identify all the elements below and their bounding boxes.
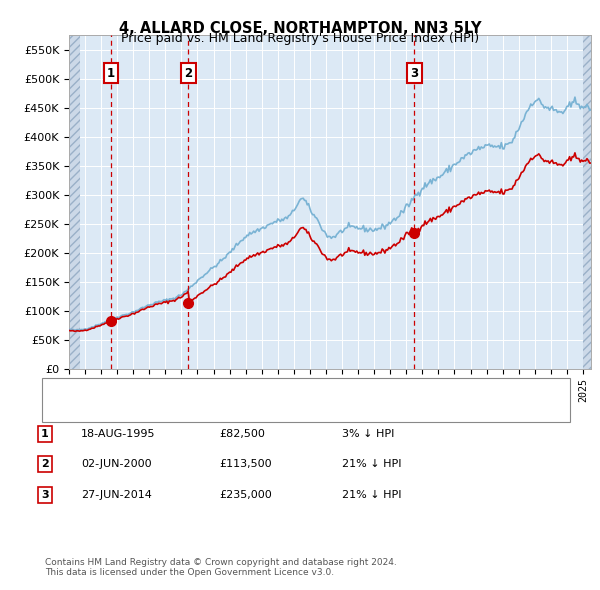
Text: £113,500: £113,500 (219, 460, 272, 469)
Text: 2: 2 (184, 67, 192, 80)
Bar (69, 35, 80, 369)
Text: Contains HM Land Registry data © Crown copyright and database right 2024.
This d: Contains HM Land Registry data © Crown c… (45, 558, 397, 577)
Text: 1: 1 (41, 429, 49, 438)
Text: £235,000: £235,000 (219, 490, 272, 500)
Text: ——: —— (57, 384, 82, 396)
Text: 18-AUG-1995: 18-AUG-1995 (81, 429, 155, 438)
Text: 3: 3 (410, 67, 418, 80)
Text: 27-JUN-2014: 27-JUN-2014 (81, 490, 152, 500)
Text: 3: 3 (41, 490, 49, 500)
Text: 21% ↓ HPI: 21% ↓ HPI (342, 490, 401, 500)
Text: Price paid vs. HM Land Registry's House Price Index (HPI): Price paid vs. HM Land Registry's House … (121, 32, 479, 45)
Text: HPI: Average price, detached house, West Northamptonshire: HPI: Average price, detached house, West… (84, 406, 416, 416)
Bar (583, 35, 591, 369)
Text: ——: —— (57, 404, 82, 417)
Text: 4, ALLARD CLOSE, NORTHAMPTON, NN3 5LY: 4, ALLARD CLOSE, NORTHAMPTON, NN3 5LY (119, 21, 481, 35)
Text: 02-JUN-2000: 02-JUN-2000 (81, 460, 152, 469)
Text: 2: 2 (41, 460, 49, 469)
Text: £82,500: £82,500 (219, 429, 265, 438)
Text: 21% ↓ HPI: 21% ↓ HPI (342, 460, 401, 469)
Text: 1: 1 (107, 67, 115, 80)
Text: 3% ↓ HPI: 3% ↓ HPI (342, 429, 394, 438)
Text: 4, ALLARD CLOSE, NORTHAMPTON, NN3 5LY (detached house): 4, ALLARD CLOSE, NORTHAMPTON, NN3 5LY (d… (84, 385, 425, 395)
